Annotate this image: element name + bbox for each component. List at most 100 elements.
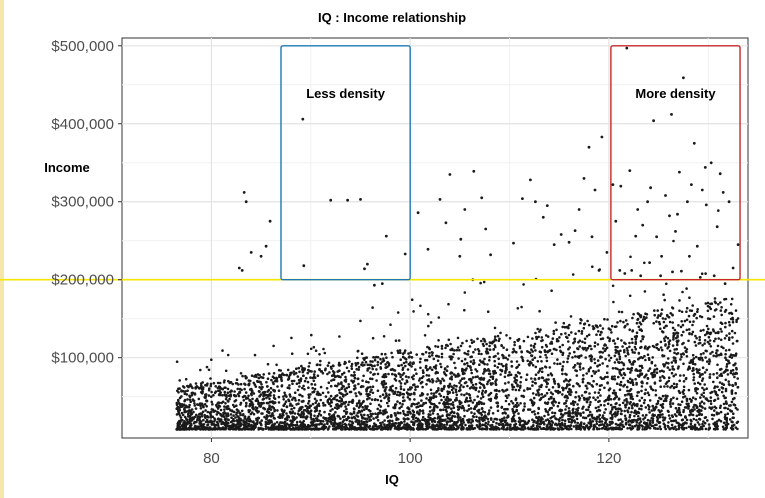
data-point [709, 161, 713, 165]
data-point [178, 387, 181, 390]
data-point [703, 166, 707, 169]
data-point [609, 356, 613, 360]
data-point [550, 401, 554, 404]
data-point [690, 332, 694, 336]
data-point [655, 423, 658, 427]
data-point [380, 425, 383, 429]
data-point [531, 350, 534, 353]
data-point [515, 351, 518, 354]
data-point [698, 341, 702, 345]
data-point [188, 428, 191, 431]
data-point [555, 337, 559, 341]
data-point [580, 330, 584, 333]
data-point [438, 421, 442, 425]
data-point [237, 428, 240, 431]
data-point [538, 309, 541, 313]
data-point [544, 334, 548, 337]
data-point [384, 352, 387, 356]
data-point [698, 338, 701, 342]
data-point [407, 376, 410, 379]
data-point [623, 414, 627, 418]
data-point [532, 420, 535, 424]
data-point [196, 416, 199, 420]
data-point [631, 316, 634, 320]
data-point [632, 360, 636, 363]
data-point [341, 384, 345, 388]
data-point [700, 379, 704, 383]
data-point [439, 381, 442, 385]
data-point [671, 321, 674, 324]
data-point [307, 365, 311, 368]
data-point [680, 400, 684, 404]
data-point [317, 419, 321, 422]
data-point [346, 198, 349, 202]
data-point [344, 412, 348, 416]
data-point [477, 352, 481, 356]
data-point [251, 420, 254, 424]
data-point [594, 398, 597, 402]
data-point [391, 424, 395, 427]
data-point [614, 402, 617, 406]
data-point [572, 425, 576, 428]
data-point [599, 330, 603, 334]
data-point [654, 405, 658, 409]
data-point [619, 418, 622, 421]
data-point [389, 413, 393, 417]
data-point [240, 269, 244, 272]
data-point [448, 173, 452, 176]
data-point [546, 401, 550, 404]
data-point [572, 384, 575, 388]
data-point [446, 397, 450, 400]
data-point [451, 401, 455, 404]
data-point [484, 415, 488, 419]
data-point [734, 381, 737, 385]
data-point [493, 338, 497, 341]
data-point [669, 386, 672, 389]
data-point [480, 391, 484, 395]
data-point [640, 380, 644, 384]
data-point [304, 376, 308, 380]
data-point [196, 418, 199, 422]
data-point [699, 353, 703, 356]
data-point [731, 428, 734, 431]
data-point [216, 407, 220, 410]
data-point [728, 323, 731, 327]
data-point [316, 390, 319, 394]
data-point [419, 357, 422, 361]
data-point [258, 373, 261, 377]
data-point [674, 406, 678, 410]
data-point [389, 323, 392, 327]
data-point [509, 423, 512, 427]
data-point [702, 391, 706, 395]
data-point [466, 364, 470, 368]
data-point [186, 389, 189, 393]
data-point [456, 416, 460, 419]
data-point [496, 401, 499, 405]
data-point [651, 374, 654, 377]
data-point [252, 381, 256, 385]
data-point [713, 423, 717, 427]
data-point [698, 335, 701, 339]
data-point [596, 359, 600, 362]
data-point [369, 402, 372, 406]
data-point [676, 367, 680, 370]
data-point [655, 415, 659, 419]
data-point [641, 223, 645, 227]
data-point [473, 412, 476, 416]
data-point [540, 339, 543, 343]
data-point [673, 351, 676, 355]
data-point [353, 373, 357, 377]
data-point [399, 387, 403, 391]
data-point [496, 404, 500, 408]
data-point [610, 417, 614, 421]
data-point [249, 251, 253, 254]
data-point [294, 399, 297, 402]
data-point [436, 345, 440, 349]
data-point [434, 424, 438, 428]
data-point [651, 356, 654, 359]
data-point [245, 401, 248, 405]
data-point [617, 427, 621, 431]
data-point [367, 408, 371, 412]
data-point [275, 379, 279, 383]
data-point [269, 408, 273, 411]
